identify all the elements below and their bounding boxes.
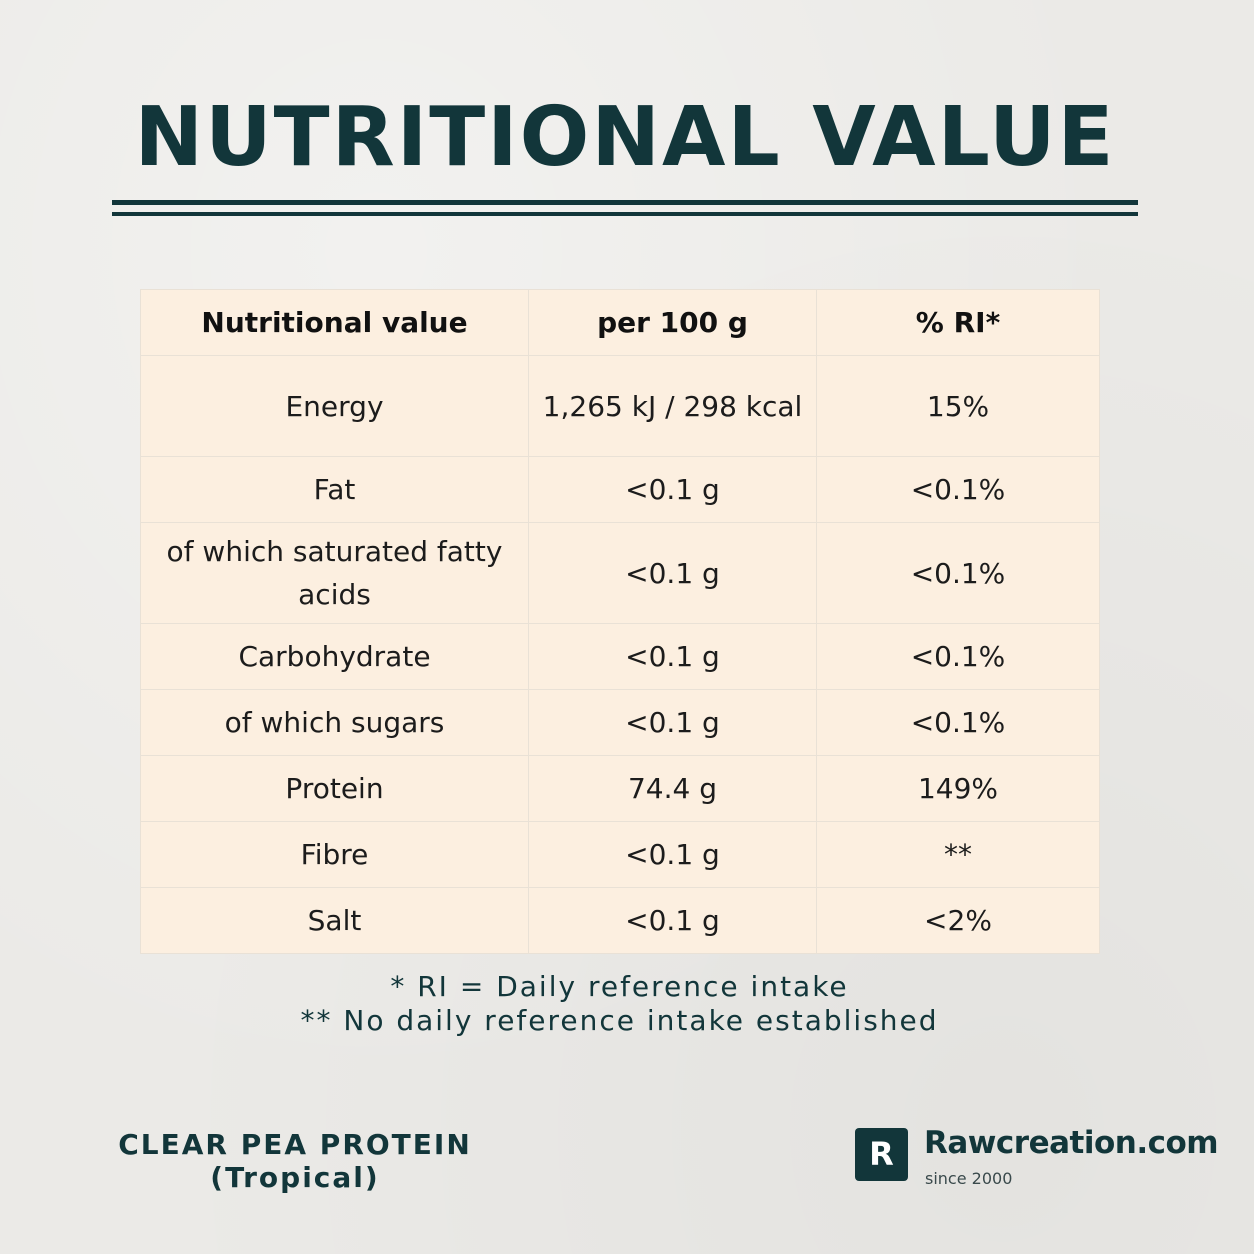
product-label: CLEAR PEA PROTEIN (Tropical) — [100, 1128, 490, 1194]
nutrient-cell: Salt — [140, 887, 529, 954]
nutrient-cell: Carbohydrate — [140, 623, 529, 690]
ri-cell: 15% — [816, 355, 1100, 457]
ri-cell: <0.1% — [816, 522, 1100, 624]
brand-logo-icon: R — [855, 1128, 908, 1181]
per100g-cell: <0.1 g — [528, 689, 817, 756]
table-row: Fat <0.1 g <0.1% — [140, 456, 1100, 523]
table-row: Salt <0.1 g <2% — [140, 887, 1100, 954]
brand-tagline: since 2000 — [925, 1169, 1013, 1188]
page-title: NUTRITIONAL VALUE — [134, 90, 1116, 185]
table-row: Protein 74.4 g 149% — [140, 755, 1100, 822]
table-row: Fibre <0.1 g ** — [140, 821, 1100, 888]
header-ri: % RI* — [816, 289, 1100, 356]
ri-cell: <2% — [816, 887, 1100, 954]
ri-cell: 149% — [816, 755, 1100, 822]
footnote-ri: * RI = Daily reference intake — [390, 970, 849, 1003]
title-underline-top — [112, 200, 1138, 205]
header-per-100g: per 100 g — [528, 289, 817, 356]
nutrient-cell: Fibre — [140, 821, 529, 888]
table-header-row: Nutritional value per 100 g % RI* — [140, 289, 1100, 356]
title-underline-bottom — [112, 212, 1138, 216]
nutrition-table: Nutritional value per 100 g % RI* Energy… — [140, 289, 1100, 954]
ri-cell: ** — [816, 821, 1100, 888]
nutrient-cell: of which sugars — [140, 689, 529, 756]
brand-name: Rawcreation.com — [924, 1125, 1219, 1161]
nutrient-cell: Protein — [140, 755, 529, 822]
footnotes: * RI = Daily reference intake ** No dail… — [140, 970, 1099, 1038]
footnote-no-ri: ** No daily reference intake established — [300, 1004, 939, 1037]
nutrient-cell: of which saturated fatty acids — [140, 522, 529, 624]
per100g-cell: <0.1 g — [528, 456, 817, 523]
per100g-cell: 1,265 kJ / 298 kcal — [528, 355, 817, 457]
nutrient-cell: Energy — [140, 355, 529, 457]
per100g-cell: <0.1 g — [528, 821, 817, 888]
table-row: Energy 1,265 kJ / 298 kcal 15% — [140, 355, 1100, 457]
per100g-cell: <0.1 g — [528, 522, 817, 624]
product-name: CLEAR PEA PROTEIN — [118, 1128, 472, 1161]
table-row: of which saturated fatty acids <0.1 g <0… — [140, 522, 1100, 624]
table-row: of which sugars <0.1 g <0.1% — [140, 689, 1100, 756]
brand-block: R Rawcreation.com since 2000 — [855, 1125, 1235, 1197]
ri-cell: <0.1% — [816, 623, 1100, 690]
per100g-cell: 74.4 g — [528, 755, 817, 822]
product-variant: (Tropical) — [210, 1161, 380, 1194]
nutrient-cell: Fat — [140, 456, 529, 523]
per100g-cell: <0.1 g — [528, 623, 817, 690]
ri-cell: <0.1% — [816, 456, 1100, 523]
per100g-cell: <0.1 g — [528, 887, 817, 954]
nutrition-table-container: Nutritional value per 100 g % RI* Energy… — [140, 289, 1100, 954]
table-row: Carbohydrate <0.1 g <0.1% — [140, 623, 1100, 690]
header-nutritional-value: Nutritional value — [140, 289, 529, 356]
ri-cell: <0.1% — [816, 689, 1100, 756]
